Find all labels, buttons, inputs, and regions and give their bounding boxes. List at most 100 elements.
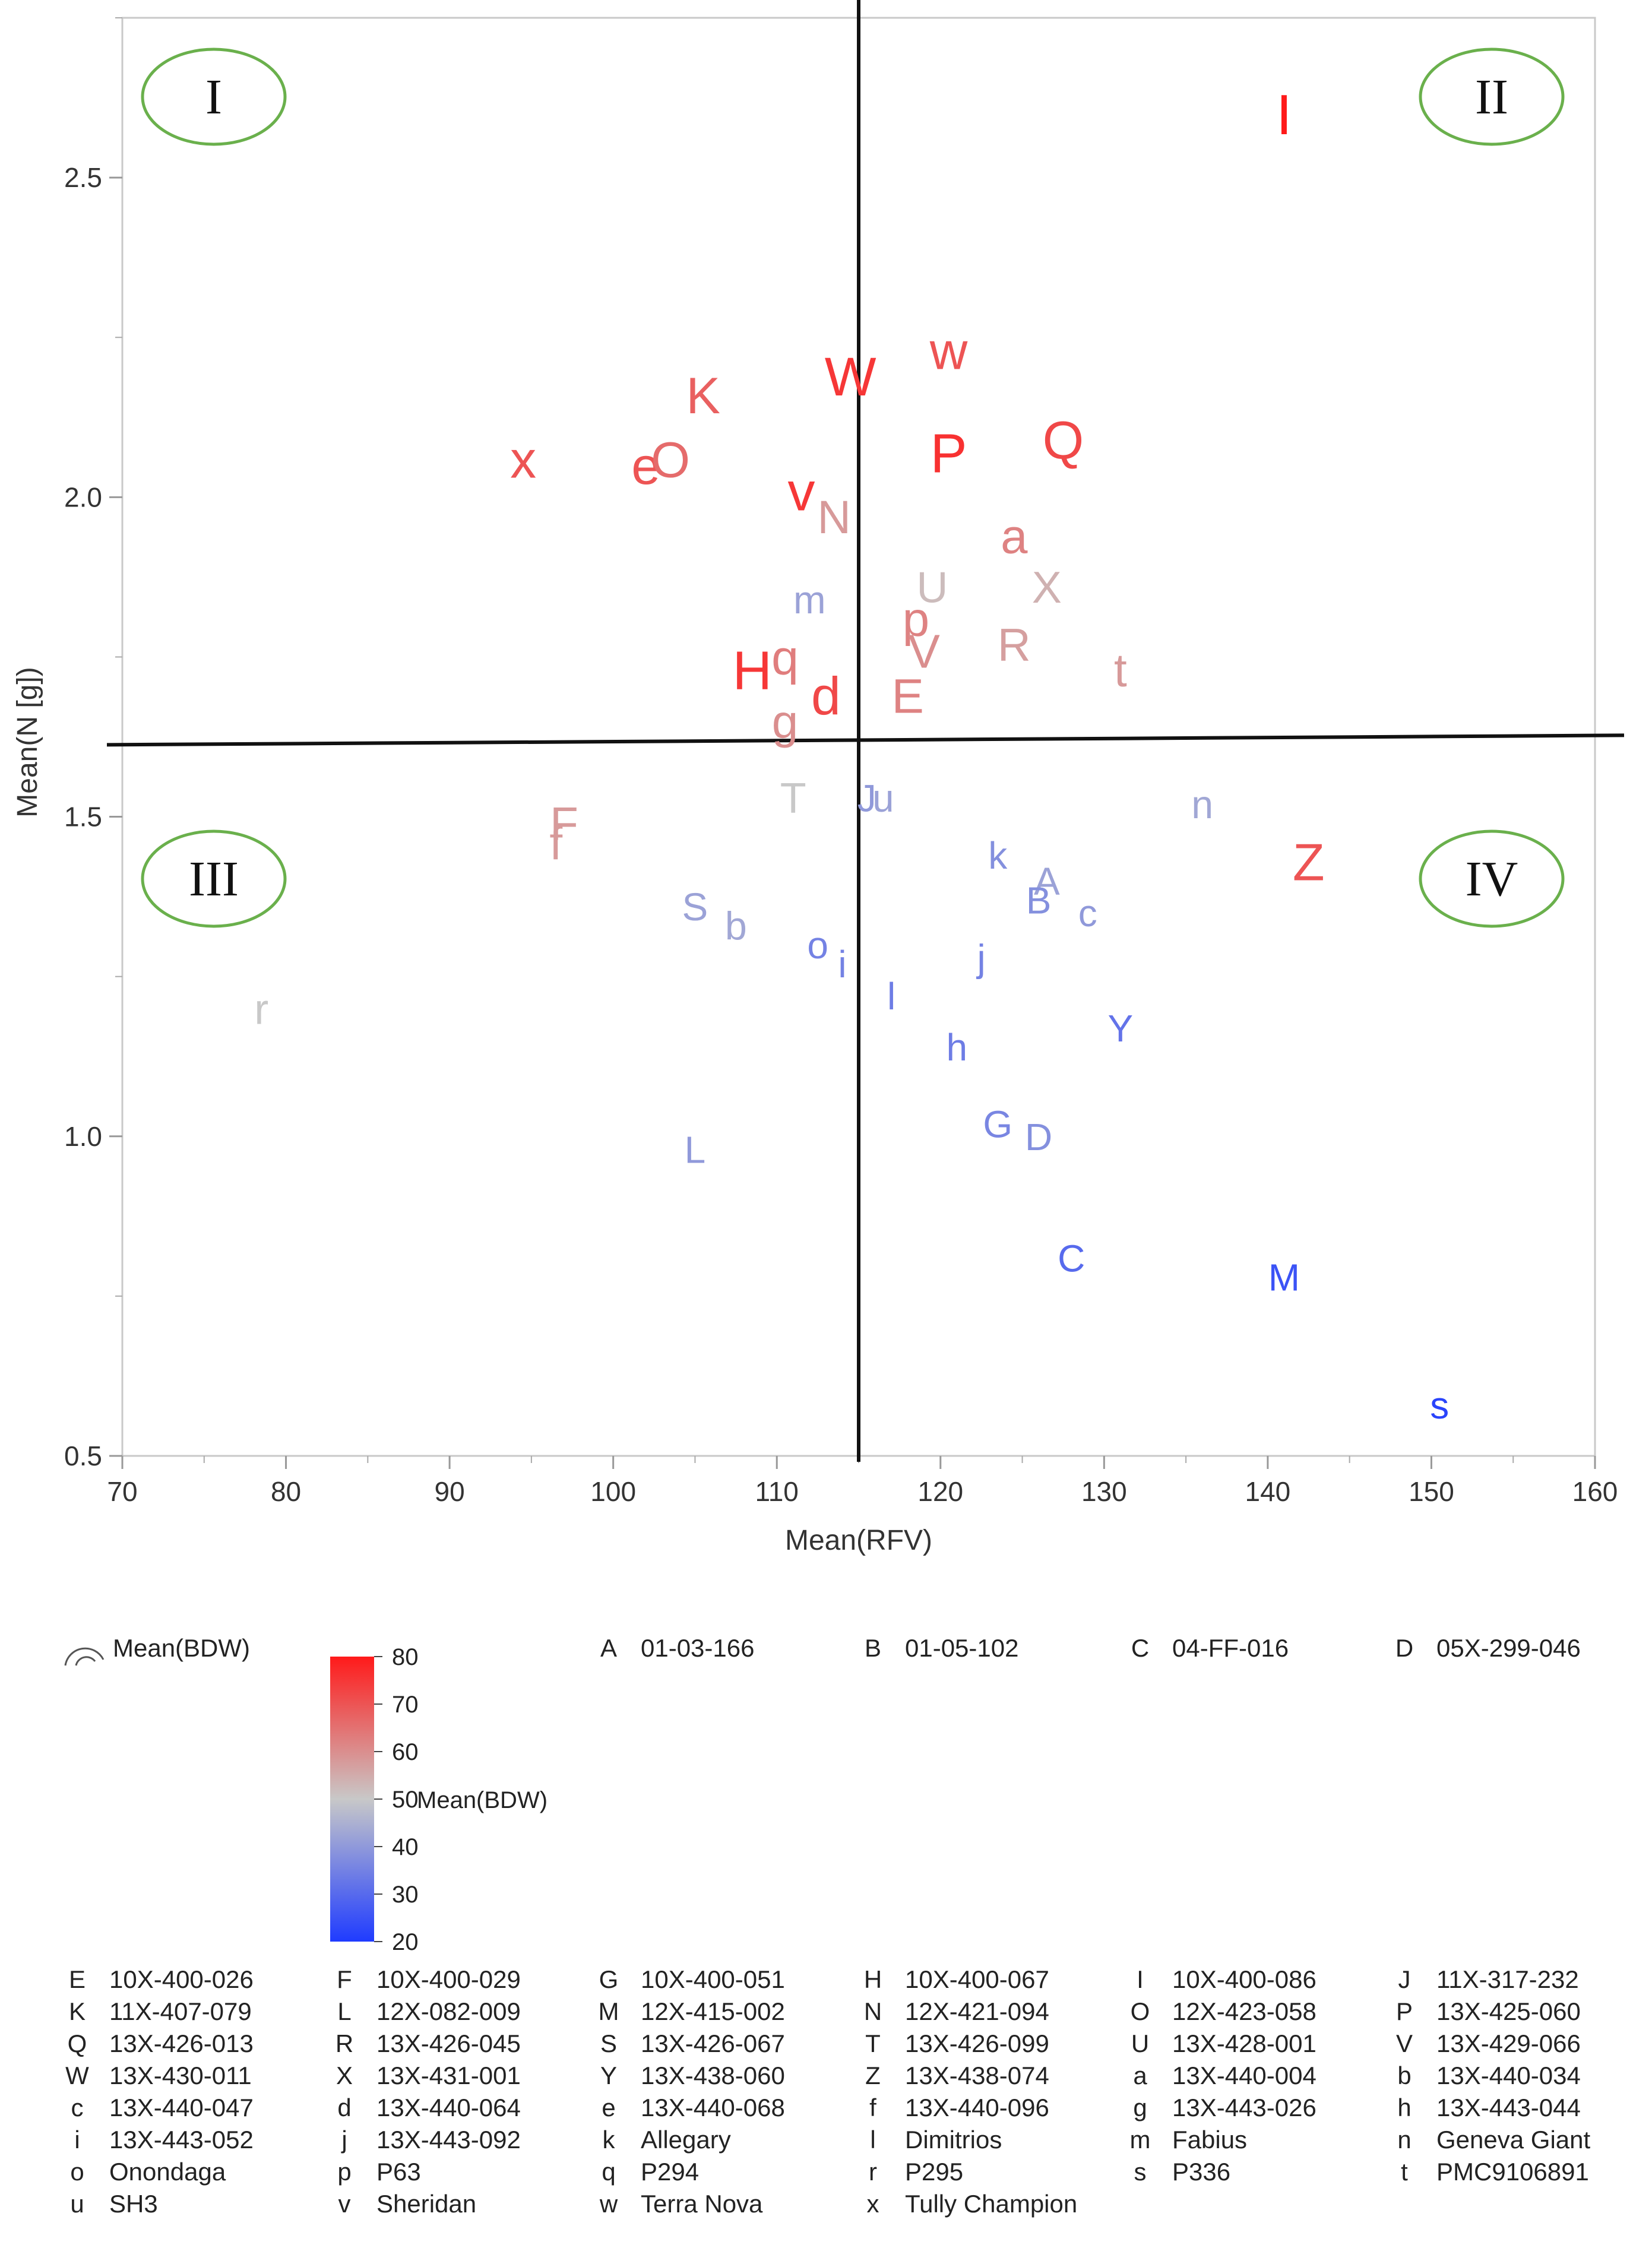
legend-letter: Z	[865, 2062, 881, 2089]
legend-letter: j	[340, 2126, 347, 2154]
data-point: m	[793, 578, 826, 622]
legend-letter: F	[337, 1965, 352, 1993]
data-point: J	[857, 777, 876, 819]
x-tick-label: 70	[107, 1476, 137, 1507]
y-tick-label: 1.0	[64, 1121, 102, 1152]
data-point: O	[651, 431, 690, 487]
data-point: q	[771, 631, 799, 685]
legend-letter: X	[336, 2062, 353, 2089]
legend-name: SH3	[109, 2190, 158, 2218]
legend-name: 13X-440-096	[905, 2094, 1049, 2121]
data-point: R	[998, 620, 1031, 671]
quadrant-label: I	[205, 69, 222, 125]
legend-letter: c	[71, 2094, 84, 2121]
legend-marker-icon-inner	[75, 1656, 96, 1666]
legend-letter: I	[1137, 1965, 1144, 1993]
legend-letter: p	[337, 2158, 351, 2186]
x-tick-label: 110	[755, 1476, 799, 1507]
legend-name: 13X-443-044	[1436, 2094, 1581, 2121]
legend-name: 13X-443-052	[109, 2126, 254, 2154]
quadrant-label: IV	[1466, 851, 1518, 907]
y-tick-label: 0.5	[64, 1440, 102, 1471]
legend-name: PMC9106891	[1436, 2158, 1589, 2186]
x-tick-label: 130	[1081, 1476, 1127, 1507]
legend-letter: Y	[600, 2062, 617, 2089]
legend-title: Mean(BDW)	[113, 1634, 250, 1662]
data-point: U	[916, 563, 948, 612]
data-point: n	[1191, 783, 1213, 827]
data-point: c	[1078, 892, 1097, 935]
legend-name: 13X-426-045	[376, 2029, 521, 2057]
legend-letter: G	[599, 1965, 619, 1993]
data-point: x	[510, 430, 536, 489]
legend-name: Fabius	[1172, 2126, 1247, 2154]
legend-name: 13X-426-013	[109, 2029, 254, 2057]
data-point: P	[931, 422, 967, 484]
legend-name: 10X-400-029	[376, 1965, 521, 1993]
legend-name: 10X-400-051	[641, 1965, 785, 1993]
legend-name: 13X-430-011	[109, 2062, 252, 2089]
y-tick-label: 2.0	[64, 482, 102, 512]
legend-name: 13X-443-092	[376, 2126, 521, 2154]
data-point: h	[947, 1026, 968, 1069]
legend-top-row: A 01-03-166 B 01-05-102 C 04-FF-016 D 05X-299-0…	[600, 1634, 1581, 1662]
colorbar	[330, 1657, 374, 1942]
data-point: F	[550, 798, 578, 850]
legend-name: 13X-428-001	[1172, 2029, 1316, 2057]
x-tick-label: 100	[590, 1476, 636, 1507]
legend-name: Terra Nova	[641, 2190, 763, 2218]
x-axis: 70 80 90 100 110 120 130 140 150 160	[107, 1456, 1618, 1507]
data-point: s	[1430, 1384, 1449, 1427]
legend-letter: T	[865, 2029, 881, 2057]
quadrant-ellipse	[1419, 48, 1565, 146]
legend-letter: R	[336, 2029, 353, 2057]
x-axis-title: Mean(RFV)	[785, 1525, 932, 1556]
legend-name: 12X-082-009	[376, 1997, 521, 2025]
y-tick-label: 2.5	[64, 162, 102, 193]
colorbar-ticks: 20 30 40 50 60 70 80	[374, 1644, 419, 1955]
legend-letter: K	[69, 1997, 86, 2025]
data-point: Z	[1293, 833, 1325, 892]
legend-letter: O	[1131, 1997, 1150, 2025]
legend-letter: r	[869, 2158, 877, 2186]
data-point: o	[807, 924, 828, 967]
quadrant-ellipse	[141, 829, 287, 928]
data-point: D	[1025, 1116, 1052, 1158]
legend-name: 12X-415-002	[641, 1997, 785, 2025]
legend-name: 13X-443-026	[1172, 2094, 1316, 2121]
legend-letter: D	[1395, 1634, 1413, 1662]
x-tick-label: 140	[1245, 1476, 1291, 1507]
x-tick-label: 80	[271, 1476, 301, 1507]
legend-marker-icon	[64, 1647, 105, 1666]
legend-name: 13X-426-099	[905, 2029, 1049, 2057]
legend-letter: t	[1401, 2158, 1408, 2186]
legend-name: Onondaga	[109, 2158, 226, 2186]
legend-letter: i	[74, 2126, 80, 2154]
legend-letter: M	[599, 1997, 619, 2025]
data-point: N	[817, 491, 851, 543]
colorbar-tick-label: 40	[392, 1834, 419, 1860]
data-point: i	[838, 943, 846, 986]
legend-letter: V	[1396, 2029, 1413, 2057]
data-point: I	[1276, 83, 1292, 147]
legend-letter: Q	[68, 2029, 87, 2057]
legend-name: 11X-317-232	[1436, 1965, 1579, 1993]
data-point: p	[903, 593, 929, 647]
data-point: G	[983, 1103, 1012, 1145]
legend-letter: C	[1131, 1634, 1149, 1662]
legend-name: 12X-421-094	[905, 1997, 1049, 2025]
legend-letter: J	[1398, 1965, 1411, 1993]
legend-name: 13X-440-047	[109, 2094, 254, 2121]
legend-name: 13X-425-060	[1436, 1997, 1581, 2025]
legend-name: 13X-438-074	[905, 2062, 1049, 2089]
legend-name: P295	[905, 2158, 963, 2186]
y-axis: 0.5 1.0 1.5 2.0 2.5	[64, 17, 122, 1471]
legend-name: 04-FF-016	[1172, 1634, 1289, 1662]
legend-name: 13X-440-034	[1436, 2062, 1581, 2089]
legend-name: P294	[641, 2158, 699, 2186]
legend-name: 13X-429-066	[1436, 2029, 1581, 2057]
data-point: H	[733, 641, 772, 701]
legend-grid: E 10X-400-026 F 10X-400-029 G 10X-400-051 H 10X…	[65, 1965, 1590, 2218]
data-point: g	[772, 695, 799, 748]
